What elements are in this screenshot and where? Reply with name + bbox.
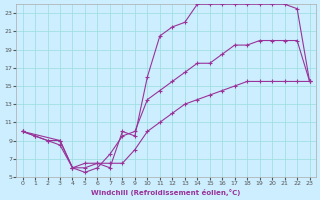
X-axis label: Windchill (Refroidissement éolien,°C): Windchill (Refroidissement éolien,°C) xyxy=(92,189,241,196)
